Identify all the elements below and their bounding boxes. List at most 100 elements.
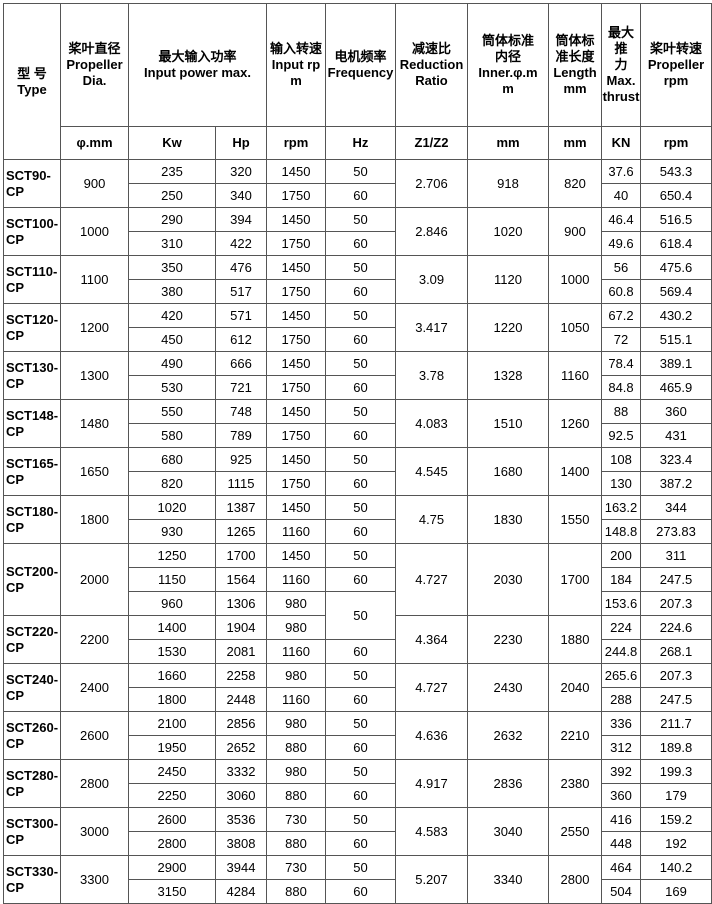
power-kw: 680 bbox=[128, 447, 216, 472]
header-dia: 桨叶直径 Propeller Dia. bbox=[60, 3, 129, 127]
propeller-rpm: 515.1 bbox=[640, 327, 712, 352]
inner-diameter: 2230 bbox=[467, 615, 549, 664]
header-text: 桨叶直径 bbox=[68, 41, 121, 56]
inner-diameter: 2632 bbox=[467, 711, 549, 760]
max-thrust: 78.4 bbox=[601, 351, 641, 376]
max-thrust: 60.8 bbox=[601, 279, 641, 304]
table-row: 250 340 1750 60 40 650.4 bbox=[4, 183, 712, 208]
power-hp: 2652 bbox=[215, 735, 267, 760]
propeller-dia: 1200 bbox=[60, 303, 129, 352]
propeller-rpm: 543.3 bbox=[640, 159, 712, 184]
table-row: 580 789 1750 60 92.5 431 bbox=[4, 423, 712, 448]
max-thrust: 200 bbox=[601, 543, 641, 568]
input-rpm: 1160 bbox=[266, 687, 326, 712]
header-text: 型 号 bbox=[17, 65, 47, 81]
length: 1550 bbox=[548, 495, 602, 544]
table-row: 450 612 1750 60 72 515.1 bbox=[4, 327, 712, 352]
table-row: SCT100-CP 1000 290 394 1450 50 2.846 1020 900 46.… bbox=[3, 207, 712, 256]
propeller-dia: 1100 bbox=[60, 255, 129, 304]
max-thrust: 288 bbox=[601, 687, 641, 712]
frequency: 60 bbox=[325, 735, 396, 760]
length: 820 bbox=[548, 159, 602, 208]
power-kw: 2800 bbox=[128, 831, 216, 856]
model-type: SCT90-CP bbox=[3, 159, 61, 208]
length: 1160 bbox=[548, 351, 602, 400]
input-rpm: 1450 bbox=[266, 255, 326, 280]
unit-header: Hp bbox=[215, 126, 267, 160]
propeller-rpm: 247.5 bbox=[640, 567, 712, 592]
reduction-ratio: 4.727 bbox=[395, 543, 468, 616]
frequency: 60 bbox=[325, 375, 396, 400]
header-type: 型 号 Type bbox=[3, 3, 61, 160]
power-kw: 1020 bbox=[128, 495, 216, 520]
header-text: Type bbox=[17, 81, 47, 97]
frequency: 60 bbox=[325, 831, 396, 856]
frequency: 50 bbox=[325, 255, 396, 280]
frequency: 50 bbox=[325, 855, 396, 880]
power-hp: 925 bbox=[215, 447, 267, 472]
max-thrust: 40 bbox=[601, 183, 641, 208]
max-thrust: 148.8 bbox=[601, 519, 641, 544]
propeller-rpm: 430.2 bbox=[640, 303, 712, 328]
header-text: m bbox=[502, 81, 514, 96]
input-rpm: 730 bbox=[266, 807, 326, 832]
input-rpm: 1450 bbox=[266, 447, 326, 472]
max-thrust: 504 bbox=[601, 879, 641, 904]
power-hp: 517 bbox=[215, 279, 267, 304]
table-row: SCT120-CP 1200 420 571 1450 50 3.417 1220 1050 67… bbox=[3, 303, 712, 352]
header-input-rpm: 输入转速 Input rp m bbox=[266, 3, 326, 127]
input-rpm: 1450 bbox=[266, 495, 326, 520]
header-text: Inner.φ.m bbox=[478, 65, 538, 80]
frequency: 50 bbox=[325, 711, 396, 736]
max-thrust: 49.6 bbox=[601, 231, 641, 256]
input-rpm: 1160 bbox=[266, 519, 326, 544]
input-rpm: 1750 bbox=[266, 183, 326, 208]
header-text: Propeller bbox=[647, 57, 705, 72]
power-hp: 1115 bbox=[215, 471, 267, 496]
model-type: SCT148-CP bbox=[3, 399, 61, 448]
power-kw: 1660 bbox=[128, 663, 216, 688]
input-rpm: 1750 bbox=[266, 327, 326, 352]
propeller-rpm: 311 bbox=[640, 543, 712, 568]
header-power: 最大输入功率 Input power max. bbox=[128, 3, 267, 127]
power-hp: 1904 bbox=[215, 615, 267, 640]
frequency: 50 bbox=[325, 759, 396, 784]
propeller-dia: 2800 bbox=[60, 759, 129, 808]
power-hp: 1387 bbox=[215, 495, 267, 520]
header-text: Dia. bbox=[82, 73, 107, 88]
propeller-rpm: 189.8 bbox=[640, 735, 712, 760]
power-kw: 930 bbox=[128, 519, 216, 544]
table-row: 2800 3808 880 60 448 192 bbox=[4, 831, 712, 856]
header-text: 力 bbox=[614, 57, 628, 72]
propeller-rpm: 360 bbox=[640, 399, 712, 424]
frequency: 60 bbox=[325, 327, 396, 352]
header-text: rpm bbox=[663, 73, 689, 88]
frequency: 50 bbox=[325, 351, 396, 376]
input-rpm: 1160 bbox=[266, 567, 326, 592]
max-thrust: 72 bbox=[601, 327, 641, 352]
model-type: SCT240-CP bbox=[3, 663, 61, 712]
propeller-rpm: 465.9 bbox=[640, 375, 712, 400]
header-text: Propeller bbox=[66, 57, 123, 72]
table-row: SCT240-CP 2400 1660 2258 980 50 4.727 2430 2040 2… bbox=[3, 663, 712, 712]
input-rpm: 880 bbox=[266, 735, 326, 760]
propeller-dia: 2400 bbox=[60, 663, 129, 712]
reduction-ratio: 2.846 bbox=[395, 207, 468, 256]
header-text: Input power max. bbox=[144, 65, 251, 80]
header-text: Input rp bbox=[271, 57, 321, 72]
model-type: SCT280-CP bbox=[3, 759, 61, 808]
power-kw: 420 bbox=[128, 303, 216, 328]
power-hp: 789 bbox=[215, 423, 267, 448]
input-rpm: 1450 bbox=[266, 399, 326, 424]
power-hp: 2258 bbox=[215, 663, 267, 688]
power-hp: 4284 bbox=[215, 879, 267, 904]
length: 1880 bbox=[548, 615, 602, 664]
power-kw: 2450 bbox=[128, 759, 216, 784]
max-thrust: 244.8 bbox=[601, 639, 641, 664]
header-text: thrust bbox=[602, 89, 640, 104]
power-kw: 1530 bbox=[128, 639, 216, 664]
power-hp: 721 bbox=[215, 375, 267, 400]
propeller-spec-table: 型 号 Type 桨叶直径 Propeller Dia. 最大输入功率 Input powe… bbox=[3, 3, 712, 904]
model-type: SCT200-CP bbox=[3, 543, 61, 616]
max-thrust: 37.6 bbox=[601, 159, 641, 184]
